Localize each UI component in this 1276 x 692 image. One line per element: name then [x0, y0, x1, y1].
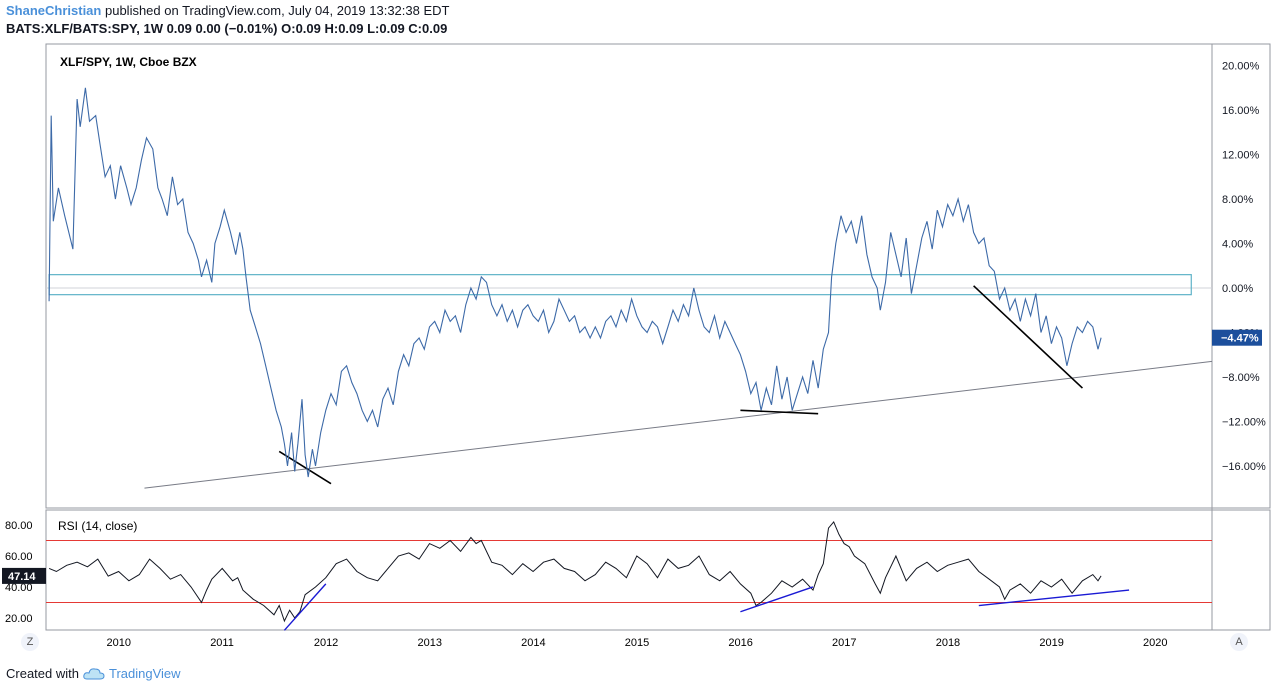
price-tick-label: 16.00% [1222, 105, 1260, 117]
last-price-label: −4.47% [1221, 333, 1259, 345]
price-tick-label: 4.00% [1222, 239, 1253, 251]
main-pane-title: XLF/SPY, 1W, Cboe BZX [60, 55, 197, 69]
time-tick-label: 2011 [210, 637, 234, 649]
price-series-line[interactable] [48, 87, 1102, 478]
price-low-line-2016[interactable] [740, 409, 819, 415]
rsi-tick-label: 80.00 [5, 520, 33, 532]
rsi-series-line[interactable] [48, 520, 1102, 623]
ohlc-info: BATS:XLF/BATS:SPY, 1W 0.09 0.00 (−0.01%)… [6, 21, 448, 36]
rsi-last-label: 47.14 [8, 571, 36, 583]
rsi-div-line-2011[interactable] [283, 583, 327, 631]
last-price-badge [1212, 329, 1262, 346]
time-tick-label: 2018 [936, 637, 960, 649]
price-low-line-2019[interactable] [973, 285, 1083, 389]
time-tick-label: 2017 [832, 637, 856, 649]
main-pane-frame [45, 43, 1271, 509]
rsi-tick-label: 40.00 [5, 582, 33, 594]
rsi-div-line-2019[interactable] [978, 589, 1130, 607]
tradingview-cloud-icon [83, 667, 105, 679]
rising-trendline[interactable] [144, 360, 1213, 489]
created-with-text: Created with [6, 666, 79, 681]
time-tick-label: 2012 [314, 637, 338, 649]
price-tick-label: −12.00% [1222, 416, 1266, 428]
auto-scale-button-left[interactable]: Z [21, 633, 39, 651]
price-low-line-2011[interactable] [278, 450, 332, 485]
tradingview-brand[interactable]: TradingView [108, 666, 181, 681]
auto-scale-button-right[interactable]: A [1230, 633, 1248, 651]
time-tick-label: 2015 [625, 637, 649, 649]
price-tick-label: 8.00% [1222, 194, 1253, 206]
rsi-tick-label: 60.00 [5, 551, 33, 563]
price-tick-label: −16.00% [1222, 461, 1266, 473]
rsi-tick-label: 20.00 [5, 613, 33, 625]
rsi-div-line-2016[interactable] [740, 586, 814, 613]
rsi-pane-title: RSI (14, close) [58, 519, 137, 533]
publish-info: ShaneChristian published on TradingView.… [6, 3, 449, 18]
time-tick-label: 2020 [1143, 637, 1167, 649]
time-tick-label: 2010 [107, 637, 131, 649]
time-tick-label: 2019 [1039, 637, 1063, 649]
time-tick-label: 2013 [417, 637, 441, 649]
price-tick-label: 12.00% [1222, 150, 1260, 162]
price-tick-label: 0.00% [1222, 283, 1253, 295]
time-tick-label: 2016 [728, 637, 752, 649]
footer: Created with TradingView [6, 666, 181, 681]
publish-text: published on TradingView.com, July 04, 2… [104, 3, 450, 18]
author-name[interactable]: ShaneChristian [6, 3, 102, 18]
price-tick-label: 20.00% [1222, 61, 1260, 73]
price-tick-label: −8.00% [1222, 372, 1260, 384]
rsi-pane-frame [45, 509, 1271, 631]
time-tick-label: 2014 [521, 637, 545, 649]
support-zone-box[interactable] [48, 274, 1192, 296]
rsi-last-badge [2, 567, 46, 584]
